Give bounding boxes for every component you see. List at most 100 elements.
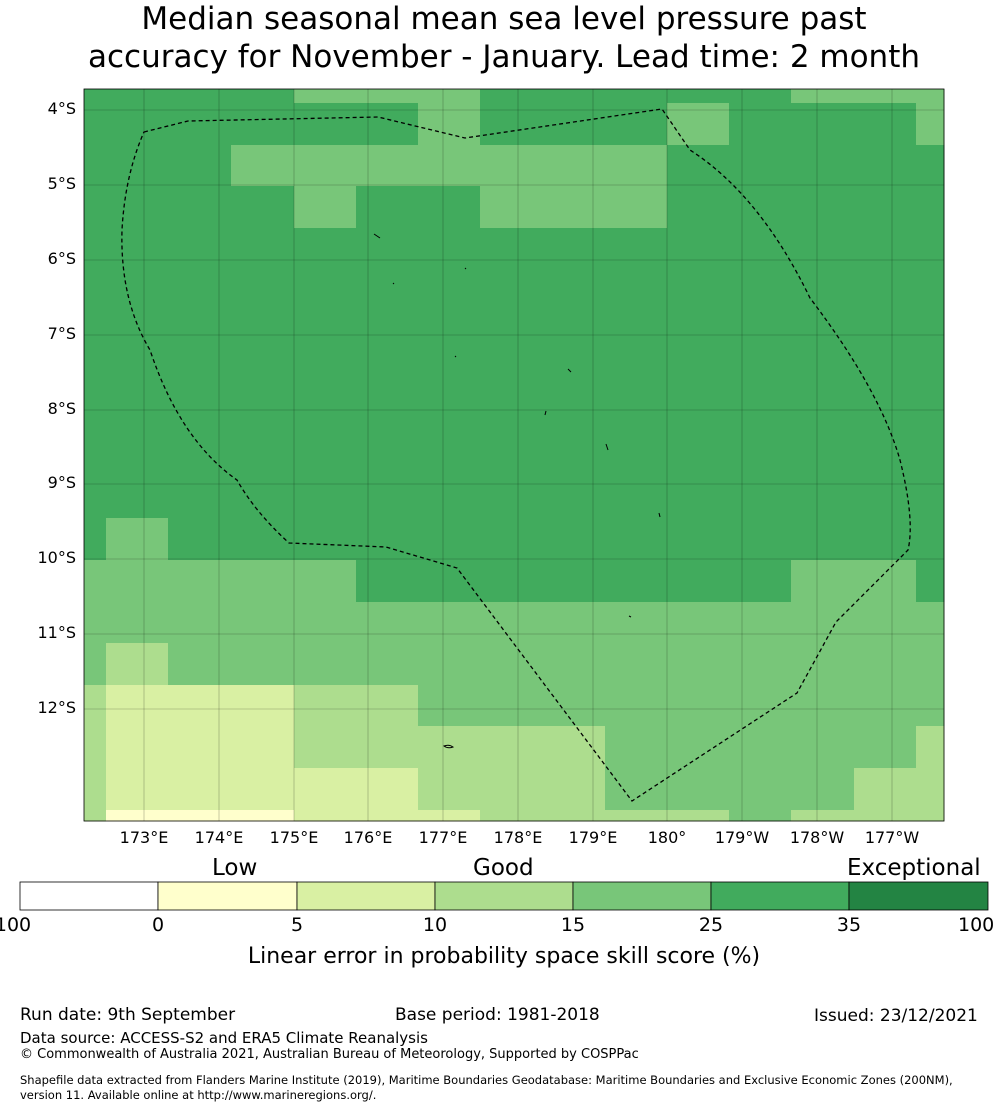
- skill-cell: [791, 518, 855, 561]
- skill-cell: [729, 685, 792, 727]
- colorbar-tick-label: 5: [290, 914, 304, 936]
- map-frame: [83, 88, 945, 822]
- skill-cell: [916, 602, 945, 644]
- skill-cell: [356, 643, 419, 686]
- title-line-2: accuracy for November - January. Lead ti…: [87, 39, 921, 75]
- skill-cell: [854, 685, 917, 727]
- skill-cell: [106, 768, 169, 811]
- skill-cell: [854, 518, 917, 561]
- latitude-label: 11°S: [37, 623, 76, 642]
- skill-cell: [168, 186, 232, 229]
- skill-cell: [729, 810, 792, 822]
- data-source: Data source: ACCESS-S2 and ERA5 Climate …: [20, 1029, 428, 1047]
- skill-cell: [854, 89, 917, 104]
- skill-cell: [480, 228, 543, 519]
- skill-cell: [356, 810, 419, 822]
- skill-cell: [542, 726, 606, 769]
- island: [464, 267, 467, 270]
- skill-cell: [542, 685, 606, 727]
- shapefile-credit-line-1: Shapefile data extracted from Flanders M…: [20, 1073, 953, 1087]
- skill-cell: [542, 643, 606, 686]
- chart-title: Median seasonal mean sea level pressure …: [0, 0, 1008, 76]
- skill-cell: [418, 726, 481, 769]
- longitude-label: 178°W: [789, 828, 845, 847]
- skill-cell: [667, 685, 730, 727]
- skill-cell: [231, 518, 295, 561]
- skill-cell: [231, 228, 295, 519]
- skill-cell: [605, 186, 668, 229]
- longitude-label: 180°: [647, 828, 687, 847]
- skill-cell: [791, 810, 855, 822]
- skill-cell: [667, 768, 730, 811]
- skill-cell: [106, 726, 169, 769]
- islands: [373, 233, 661, 749]
- colorbar-tick-label: 15: [560, 914, 586, 936]
- skill-cell: [729, 186, 792, 229]
- skill-cell: [916, 810, 945, 822]
- skill-cell: [84, 810, 107, 822]
- skill-cell: [854, 810, 917, 822]
- latitude-label: 5°S: [47, 174, 76, 193]
- skill-cell: [605, 518, 668, 561]
- title-line-1: Median seasonal mean sea level pressure …: [141, 1, 867, 37]
- skill-cell: [916, 89, 945, 104]
- skill-cell: [854, 145, 917, 187]
- skill-cell: [168, 726, 232, 769]
- skill-cell: [106, 560, 169, 603]
- skill-cell: [418, 228, 481, 519]
- longitude-label: 173°E: [119, 828, 169, 847]
- colorbar-segment: [157, 881, 298, 911]
- skill-cell: [84, 602, 107, 644]
- skill-cell: [480, 685, 543, 727]
- skill-cell: [356, 89, 419, 104]
- skill-cell: [791, 643, 855, 686]
- island: [658, 512, 661, 518]
- skill-cell: [916, 560, 945, 603]
- skill-cell: [168, 89, 232, 104]
- skill-cell: [791, 685, 855, 727]
- skill-cell: [168, 103, 232, 146]
- skill-cell: [667, 810, 730, 822]
- skill-cell: [729, 89, 792, 104]
- skill-cell: [854, 602, 917, 644]
- run-date: Run date: 9th September: [20, 1005, 236, 1025]
- skill-cell: [791, 89, 855, 104]
- skill-cell: [106, 89, 169, 104]
- skill-cell: [916, 643, 945, 686]
- skill-cell: [605, 560, 668, 603]
- skill-cell: [542, 602, 606, 644]
- skill-cell: [106, 602, 169, 644]
- skill-cell: [667, 228, 730, 519]
- longitude-label: 178°E: [493, 828, 543, 847]
- skill-cell: [667, 643, 730, 686]
- skill-cell: [418, 560, 481, 603]
- island: [454, 355, 457, 358]
- skill-cell: [294, 726, 357, 769]
- skill-cell: [231, 768, 295, 811]
- skill-cell: [791, 228, 855, 519]
- skill-cell: [480, 602, 543, 644]
- skill-cell: [854, 228, 917, 519]
- skill-cell: [231, 810, 295, 822]
- latitude-label: 12°S: [37, 698, 76, 717]
- island: [567, 368, 572, 373]
- skill-cell: [916, 726, 945, 769]
- skill-cell: [605, 685, 668, 727]
- skill-cell: [542, 810, 606, 822]
- skill-cell: [84, 685, 107, 727]
- skill-grid-cells: [84, 89, 945, 822]
- shapefile-credit-line-2: version 11. Available online at http://w…: [20, 1088, 377, 1102]
- skill-cell: [667, 560, 730, 603]
- skill-cell: [542, 103, 606, 146]
- skill-cell: [791, 768, 855, 811]
- skill-cell: [542, 518, 606, 561]
- skill-cell: [231, 560, 295, 603]
- skill-cell: [854, 726, 917, 769]
- colorbar-tick-label: -100: [0, 914, 32, 936]
- island: [605, 443, 609, 451]
- skill-cell: [294, 228, 357, 519]
- colorbar-segment: [434, 881, 574, 911]
- skill-cell: [418, 89, 481, 104]
- skill-cell: [605, 810, 668, 822]
